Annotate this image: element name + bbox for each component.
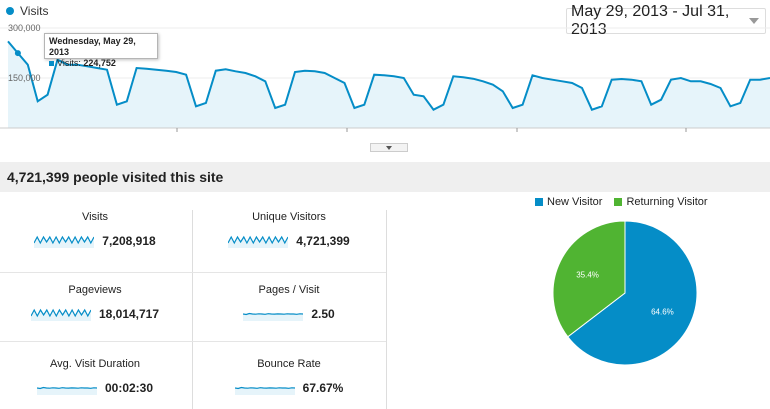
- metric-row: 4,721,399: [214, 234, 364, 248]
- visitor-summary: 4,721,399 people visited this site: [0, 162, 770, 192]
- metric-row: 2.50: [214, 307, 364, 321]
- legend-new-visitor-label: New Visitor: [547, 196, 603, 208]
- y-tick-label: 150,000: [8, 73, 41, 83]
- sparkline-area: [34, 237, 95, 248]
- series-dot-icon: [6, 7, 14, 15]
- series-label: Visits: [20, 4, 49, 18]
- chart-collapse-handle[interactable]: [370, 143, 408, 152]
- sparkline-line: [228, 235, 289, 245]
- sparkline-line: [243, 312, 304, 316]
- sparkline-area: [228, 237, 289, 248]
- sparkline: [228, 235, 289, 248]
- pie-slice-label: 35.4%: [576, 271, 599, 280]
- series-legend: Visits: [6, 4, 48, 18]
- metric-row: 7,208,918: [20, 234, 170, 248]
- sparkline-line: [234, 386, 295, 390]
- date-range-selector[interactable]: May 29, 2013 - Jul 31, 2013: [566, 3, 766, 38]
- metric-value: 2.50: [311, 307, 335, 321]
- tooltip-date: Wednesday, May 29, 2013: [49, 36, 136, 57]
- tooltip-series: Visits:: [57, 58, 81, 68]
- chevron-down-icon: [749, 18, 759, 24]
- y-tick-label: 300,000: [8, 23, 41, 33]
- tooltip-value: 224,752: [83, 58, 116, 68]
- legend-returning-visitor-label: Returning Visitor: [626, 196, 708, 208]
- pie-slice-label: 64.6%: [651, 307, 674, 316]
- metric-row: 18,014,717: [20, 307, 170, 321]
- metrics-row-divider: [0, 341, 386, 342]
- metric-value: 18,014,717: [98, 307, 160, 321]
- sparkline: [243, 312, 304, 321]
- metric-value: 4,721,399: [296, 234, 350, 248]
- sparkline-area: [30, 310, 91, 321]
- metric-label: Visits: [81, 211, 109, 223]
- date-range-text: May 29, 2013 - Jul 31, 2013: [571, 3, 730, 38]
- sparkline: [234, 386, 295, 395]
- chart-tooltip: Wednesday, May 29, 2013 Visits: 224,752: [44, 33, 158, 68]
- metric-bounce-rate[interactable]: Bounce Rate 67.67%: [214, 358, 364, 395]
- sparkline-area: [234, 387, 295, 395]
- metrics-divider: [386, 210, 387, 409]
- metric-label: Avg. Visit Duration: [49, 358, 141, 370]
- sparkline-area: [36, 387, 97, 395]
- legend-new-visitor[interactable]: New Visitor: [535, 196, 602, 208]
- pie-slice-returning-visitor: [552, 220, 626, 338]
- metric-row: 00:02:30: [20, 381, 170, 395]
- metric-pages-visit[interactable]: Pages / Visit 2.50: [214, 284, 364, 321]
- metric-value: 7,208,918: [102, 234, 156, 248]
- metric-value: 00:02:30: [104, 381, 154, 395]
- metric-avg-visit-duration[interactable]: Avg. Visit Duration 00:02:30: [20, 358, 170, 395]
- sparkline: [34, 235, 95, 248]
- metric-visits[interactable]: Visits 7,208,918: [20, 211, 170, 248]
- metrics-row-divider: [0, 272, 386, 273]
- visits-line: [7, 40, 770, 111]
- pie-slice-new-visitor: [567, 220, 698, 366]
- chevron-down-icon: [386, 146, 392, 150]
- legend-swatch-icon: [614, 198, 623, 207]
- metrics-divider: [192, 210, 193, 409]
- legend-swatch-icon: [535, 198, 543, 207]
- legend-returning-visitor[interactable]: Returning Visitor: [614, 196, 708, 208]
- sparkline-line: [30, 308, 91, 318]
- metric-pageviews[interactable]: Pageviews 18,014,717: [20, 284, 170, 321]
- metric-label: Unique Visitors: [252, 211, 326, 223]
- visitor-type-pie-chart[interactable]: 64.6% 35.4%: [545, 215, 705, 370]
- metric-value: 67.67%: [302, 381, 344, 395]
- sparkline-line: [34, 235, 95, 245]
- sparkline: [30, 308, 91, 321]
- sparkline-area: [243, 313, 304, 321]
- sparkline: [36, 386, 97, 395]
- tooltip-swatch-icon: [49, 61, 54, 67]
- hover-point: [14, 50, 21, 57]
- metric-label: Pages / Visit: [258, 284, 320, 296]
- metric-label: Bounce Rate: [257, 358, 321, 370]
- metric-unique-visitors[interactable]: Unique Visitors 4,721,399: [214, 211, 364, 248]
- sparkline-line: [36, 386, 97, 390]
- metric-label: Pageviews: [68, 284, 122, 296]
- pie-legend: New Visitor Returning Visitor: [535, 196, 708, 208]
- metric-row: 67.67%: [214, 381, 364, 395]
